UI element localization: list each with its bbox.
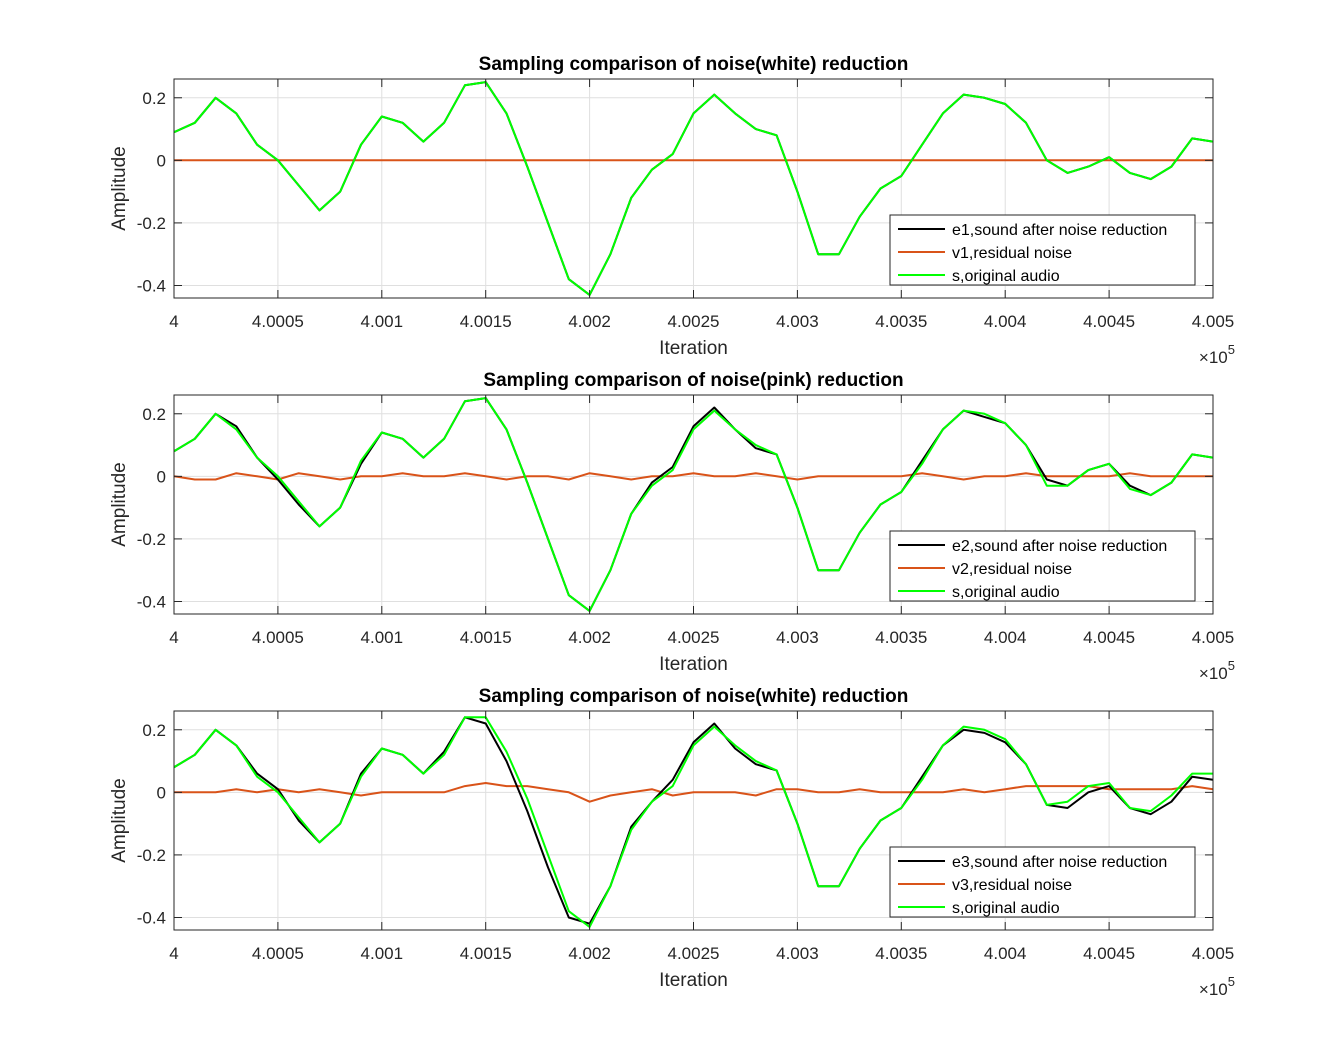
x-tick-label: 4 — [169, 628, 178, 647]
y-tick-label: -0.4 — [137, 908, 166, 927]
x-axis-label: Iteration — [659, 338, 728, 359]
series-group — [174, 81, 1213, 296]
y-tick-label: 0 — [157, 151, 166, 170]
x-tick-label: 4.001 — [361, 312, 404, 331]
legend: e2,sound after noise reduction v2,residua… — [889, 530, 1196, 602]
y-tick-label: 0.2 — [142, 89, 166, 108]
legend-box — [889, 846, 1196, 918]
x-tick-label: 4.0025 — [668, 628, 720, 647]
x-tick-label: 4.0015 — [460, 628, 512, 647]
y-tick-label: -0.2 — [137, 846, 166, 865]
chart-title: Sampling comparison of noise(pink) reduc… — [483, 370, 903, 391]
legend-label-1: e1,sound after noise reduction — [952, 222, 1167, 239]
x-tick-label: 4.0025 — [668, 312, 720, 331]
y-tick-label: -0.4 — [137, 592, 166, 611]
x-tick-label: 4.002 — [568, 944, 611, 963]
legend-label-1: e3,sound after noise reduction — [952, 854, 1167, 871]
x-exponent-label: ×105 — [1199, 342, 1235, 367]
x-tick-label: 4.002 — [568, 628, 611, 647]
legend-label-2: v1,residual noise — [952, 245, 1072, 262]
y-tick-label: 0 — [157, 467, 166, 486]
subplot-3: 4 4.0005 4.001 4.0015 4.002 4.0025 4.003 4.0035… — [109, 686, 1235, 999]
x-tick-label: 4.001 — [361, 628, 404, 647]
x-tick-label: 4.004 — [984, 312, 1027, 331]
x-exponent-power: 5 — [1228, 974, 1235, 989]
y-tick-label: 0 — [157, 783, 166, 802]
x-tick-label: 4 — [169, 944, 178, 963]
x-exponent-power: 5 — [1228, 342, 1235, 357]
chart-title: Sampling comparison of noise(white) redu… — [479, 686, 909, 707]
series-group — [174, 397, 1213, 612]
x-tick-label: 4 — [169, 312, 178, 331]
x-tick-label: 4.003 — [776, 628, 819, 647]
series-line-3 — [174, 81, 1213, 296]
x-exponent-base: ×10 — [1199, 348, 1228, 367]
y-tick-label: -0.2 — [137, 530, 166, 549]
legend-label-2: v3,residual noise — [952, 877, 1072, 894]
x-tick-label: 4.004 — [984, 628, 1027, 647]
series-line-2 — [174, 782, 1213, 803]
y-axis-label: Amplitude — [109, 462, 130, 547]
legend-label-2: v2,residual noise — [952, 561, 1072, 578]
y-axis-label: Amplitude — [109, 146, 130, 231]
y-tick-label: -0.4 — [137, 276, 166, 295]
legend-box — [889, 530, 1196, 602]
legend-box — [889, 214, 1196, 286]
x-exponent-label: ×105 — [1199, 658, 1235, 683]
y-axis-label: Amplitude — [109, 778, 130, 863]
x-exponent-power: 5 — [1228, 658, 1235, 673]
chart-title: Sampling comparison of noise(white) redu… — [479, 54, 909, 75]
x-tick-label: 4.005 — [1192, 628, 1235, 647]
x-tick-label: 4.0045 — [1083, 628, 1135, 647]
x-exponent-label: ×105 — [1199, 974, 1235, 999]
x-tick-label: 4.0015 — [460, 944, 512, 963]
series-line-3 — [174, 716, 1213, 928]
series-group — [174, 716, 1213, 928]
x-tick-label: 4.001 — [361, 944, 404, 963]
legend-label-3: s,original audio — [952, 900, 1060, 917]
x-tick-label: 4.004 — [984, 944, 1027, 963]
x-tick-label: 4.0035 — [875, 944, 927, 963]
legend-label-3: s,original audio — [952, 584, 1060, 601]
x-tick-label: 4.0005 — [252, 944, 304, 963]
legend-label-1: e2,sound after noise reduction — [952, 538, 1167, 555]
x-axis-label: Iteration — [659, 970, 728, 991]
x-tick-label: 4.002 — [568, 312, 611, 331]
x-tick-label: 4.0045 — [1083, 312, 1135, 331]
x-tick-label: 4.0005 — [252, 312, 304, 331]
x-tick-label: 4.0035 — [875, 628, 927, 647]
x-tick-label: 4.0035 — [875, 312, 927, 331]
subplot-2: 4 4.0005 4.001 4.0015 4.002 4.0025 4.003 4.0035… — [109, 370, 1235, 683]
x-tick-label: 4.0005 — [252, 628, 304, 647]
legend-label-3: s,original audio — [952, 268, 1060, 285]
x-tick-label: 4.0025 — [668, 944, 720, 963]
x-tick-label: 4.003 — [776, 312, 819, 331]
x-tick-label: 4.005 — [1192, 312, 1235, 331]
x-axis-label: Iteration — [659, 654, 728, 675]
x-tick-label: 4.005 — [1192, 944, 1235, 963]
y-tick-label: 0.2 — [142, 721, 166, 740]
legend: e1,sound after noise reduction v1,residua… — [889, 214, 1196, 286]
series-line-2 — [174, 472, 1213, 481]
x-tick-label: 4.0045 — [1083, 944, 1135, 963]
subplot-1: 4 4.0005 4.001 4.0015 4.002 4.0025 4.003 4.0035… — [109, 54, 1235, 367]
x-exponent-base: ×10 — [1199, 664, 1228, 683]
x-exponent-base: ×10 — [1199, 980, 1228, 999]
legend: e3,sound after noise reduction v3,residua… — [889, 846, 1196, 918]
y-tick-label: -0.2 — [137, 214, 166, 233]
y-tick-label: 0.2 — [142, 405, 166, 424]
series-line-3 — [174, 397, 1213, 612]
x-tick-label: 4.0015 — [460, 312, 512, 331]
x-tick-label: 4.003 — [776, 944, 819, 963]
